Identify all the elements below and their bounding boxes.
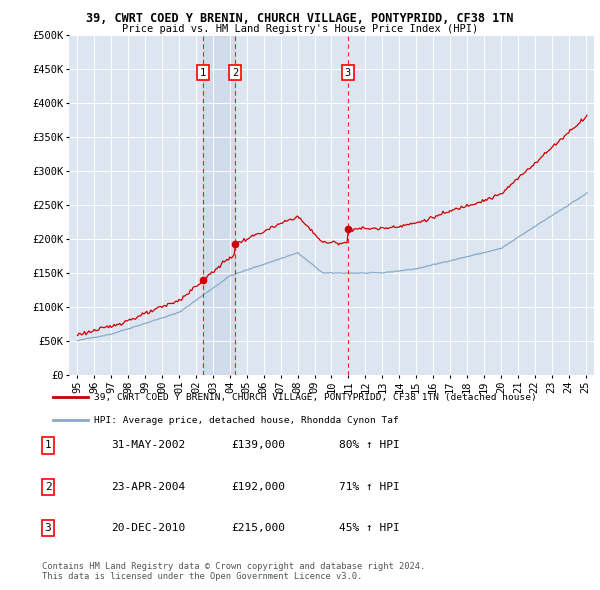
Bar bbox=[203, 35, 235, 375]
Text: £139,000: £139,000 bbox=[231, 441, 285, 450]
Text: 20-DEC-2010: 20-DEC-2010 bbox=[111, 523, 185, 533]
Text: HPI: Average price, detached house, Rhondda Cynon Taf: HPI: Average price, detached house, Rhon… bbox=[94, 415, 398, 425]
Text: 71% ↑ HPI: 71% ↑ HPI bbox=[339, 482, 400, 491]
Text: 39, CWRT COED Y BRENIN, CHURCH VILLAGE, PONTYPRIDD, CF38 1TN (detached house): 39, CWRT COED Y BRENIN, CHURCH VILLAGE, … bbox=[94, 392, 536, 402]
Text: 23-APR-2004: 23-APR-2004 bbox=[111, 482, 185, 491]
Text: 80% ↑ HPI: 80% ↑ HPI bbox=[339, 441, 400, 450]
Text: 39, CWRT COED Y BRENIN, CHURCH VILLAGE, PONTYPRIDD, CF38 1TN: 39, CWRT COED Y BRENIN, CHURCH VILLAGE, … bbox=[86, 12, 514, 25]
Text: 31-MAY-2002: 31-MAY-2002 bbox=[111, 441, 185, 450]
Text: 3: 3 bbox=[345, 68, 351, 78]
Text: 2: 2 bbox=[44, 482, 52, 491]
Text: Price paid vs. HM Land Registry's House Price Index (HPI): Price paid vs. HM Land Registry's House … bbox=[122, 24, 478, 34]
Text: 1: 1 bbox=[44, 441, 52, 450]
Text: £192,000: £192,000 bbox=[231, 482, 285, 491]
Text: £215,000: £215,000 bbox=[231, 523, 285, 533]
Text: 3: 3 bbox=[44, 523, 52, 533]
Text: Contains HM Land Registry data © Crown copyright and database right 2024.
This d: Contains HM Land Registry data © Crown c… bbox=[42, 562, 425, 581]
Text: 1: 1 bbox=[200, 68, 206, 78]
Text: 2: 2 bbox=[232, 68, 238, 78]
Text: 45% ↑ HPI: 45% ↑ HPI bbox=[339, 523, 400, 533]
